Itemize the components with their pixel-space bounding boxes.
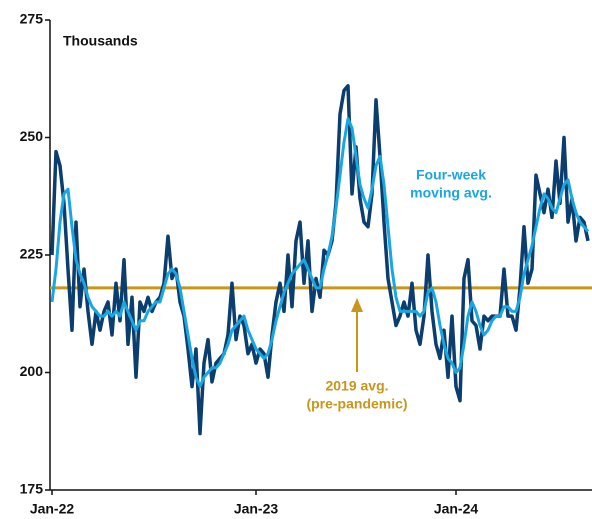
y-tick-label: 200 [20,363,44,379]
annotation-arrowhead [351,298,363,312]
x-tick-label: Jan-23 [234,501,279,517]
y-tick-label: 225 [20,246,44,262]
annotation: Four-week [416,167,486,183]
series-line [50,84,590,436]
y-tick-label: 175 [20,481,44,497]
y-unit-label: Thousands [63,33,138,49]
y-tick-label: 275 [20,11,44,27]
x-tick-label: Jan-22 [30,501,75,517]
series-line [50,117,590,389]
annotation: moving avg. [410,185,492,201]
annotation: (pre-pandemic) [306,396,407,412]
annotation: 2019 avg. [325,378,388,394]
x-tick-label: Jan-24 [434,501,479,517]
y-tick-label: 250 [20,128,44,144]
